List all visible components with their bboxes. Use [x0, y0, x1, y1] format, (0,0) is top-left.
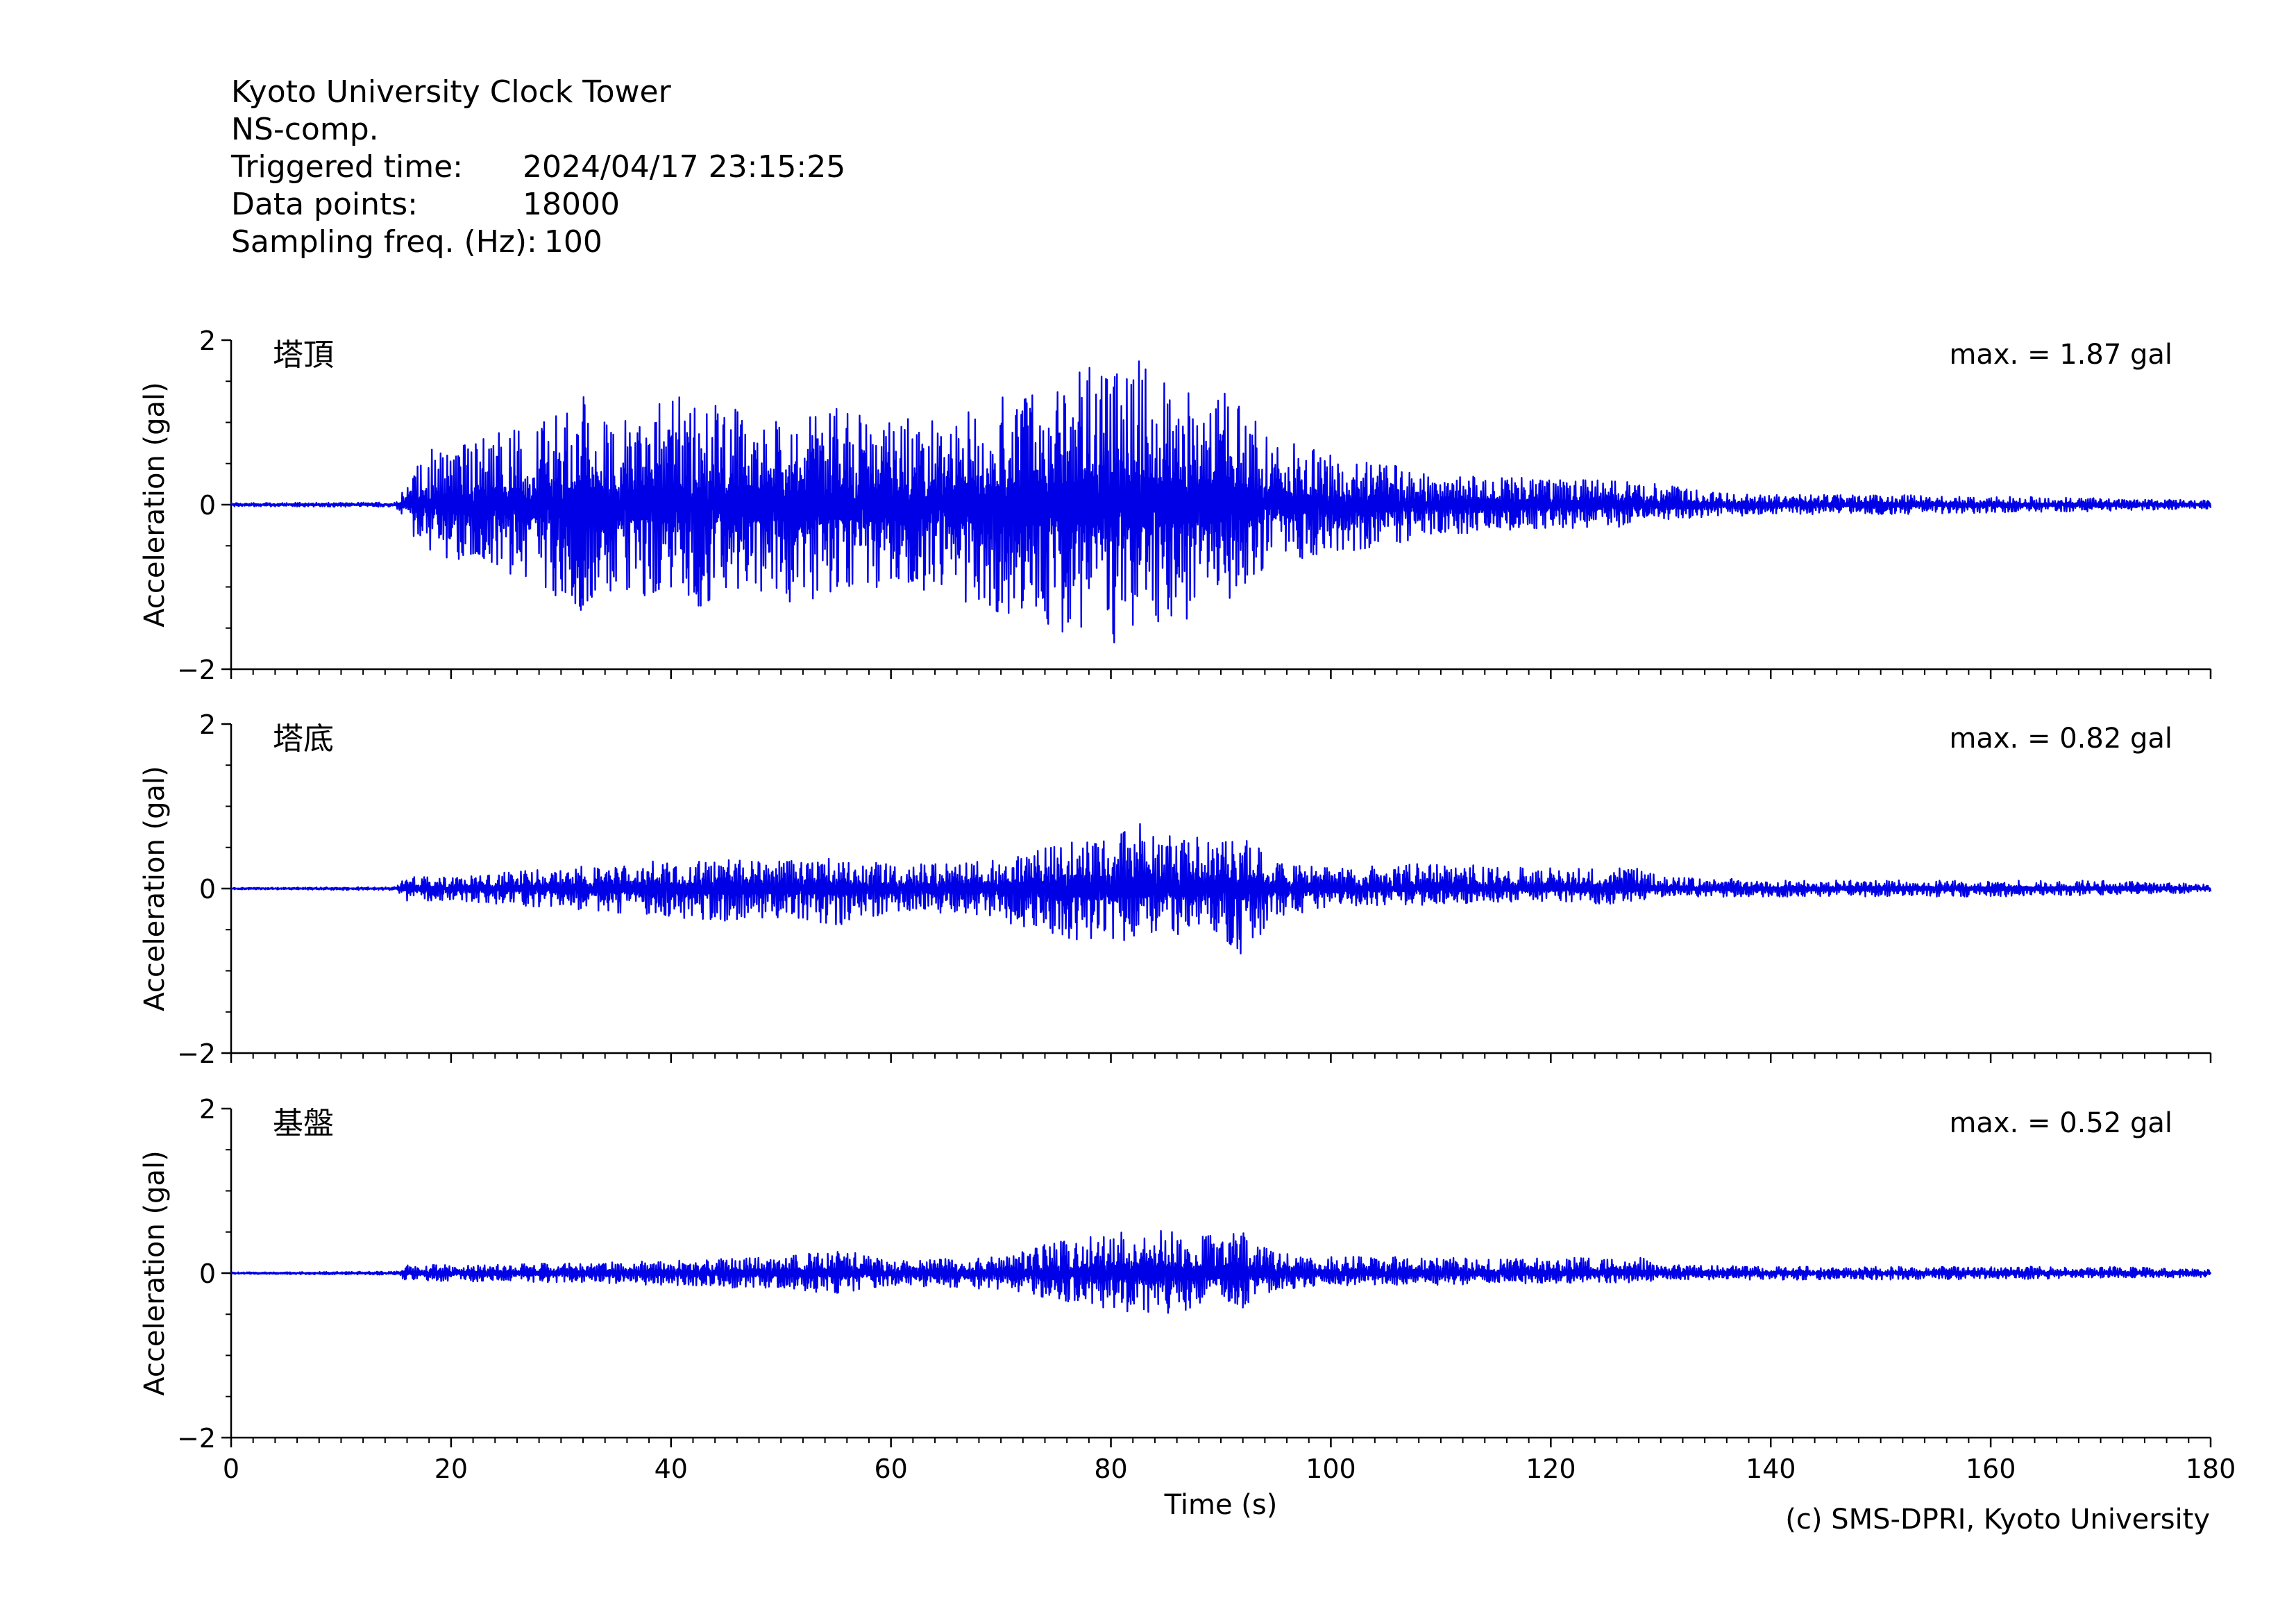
panel-label: 基盤	[273, 1106, 334, 1141]
x-tick-label: 80	[1094, 1454, 1127, 1484]
y-tick-label: 0	[199, 1259, 216, 1289]
y-axis-label: Acceleration (gal)	[139, 382, 171, 628]
data-points-row: Data points: 18000	[231, 186, 845, 224]
component-name: NS-comp.	[231, 112, 379, 147]
copyright-notice: (c) SMS-DPRI, Kyoto University	[1785, 1504, 2210, 1536]
y-tick-label: 0	[199, 874, 216, 905]
sampling-freq-label: Sampling freq. (Hz):	[231, 224, 537, 260]
triggered-time-label: Triggered time:	[231, 149, 463, 185]
y-tick-label: 2	[199, 709, 216, 740]
record-header: Kyoto University Clock Tower NS-comp. Tr…	[231, 74, 845, 261]
acceleration-trace	[230, 1229, 2212, 1314]
x-tick-label: 40	[655, 1454, 688, 1484]
station-name: Kyoto University Clock Tower	[231, 74, 671, 110]
triggered-time-value: 2024/04/17 23:15:25	[523, 149, 846, 185]
max-annotation: max. = 0.52 gal	[1949, 1107, 2172, 1139]
sampling-freq-row: Sampling freq. (Hz): 100	[231, 224, 845, 261]
data-points-label: Data points:	[231, 187, 419, 222]
x-tick-label: 0	[223, 1454, 239, 1484]
acceleration-trace	[230, 823, 2212, 955]
panel-1: −2 0 2 Acceleration (gal) 塔頂 max. = 1.87 gal	[139, 326, 2212, 685]
x-tick-label: 140	[1746, 1454, 1796, 1484]
station-name-row: Kyoto University Clock Tower	[231, 74, 845, 111]
y-tick-label: −2	[177, 1423, 216, 1454]
x-tick-label: 120	[1526, 1454, 1576, 1484]
x-tick-label: 60	[874, 1454, 907, 1484]
acceleration-trace	[230, 360, 2212, 644]
x-tick-label: 160	[1966, 1454, 2016, 1484]
y-axis-label: Acceleration (gal)	[139, 766, 171, 1011]
y-tick-label: 2	[199, 1094, 216, 1125]
x-axis-label: Time (s)	[1164, 1489, 1278, 1521]
data-points-value: 18000	[523, 187, 620, 222]
y-tick-label: −2	[177, 655, 216, 685]
x-tick-label: 180	[2186, 1454, 2236, 1484]
y-axis-label: Acceleration (gal)	[139, 1150, 171, 1396]
panel-label: 塔頂	[273, 337, 334, 373]
component-row: NS-comp.	[231, 111, 845, 149]
sampling-freq-value: 100	[543, 224, 602, 260]
panel-label: 塔底	[273, 721, 334, 757]
y-tick-label: 0	[199, 490, 216, 521]
y-tick-label: 2	[199, 326, 216, 356]
triggered-time-row: Triggered time: 2024/04/17 23:15:25	[231, 149, 845, 186]
max-annotation: max. = 1.87 gal	[1949, 339, 2172, 371]
x-tick-label: 20	[434, 1454, 468, 1484]
max-annotation: max. = 0.82 gal	[1949, 723, 2172, 755]
y-tick-label: −2	[177, 1038, 216, 1069]
x-tick-label: 100	[1306, 1454, 1356, 1484]
panel-2: −2 0 2 Acceleration (gal) 塔底 max. = 0.82 gal	[139, 709, 2212, 1069]
